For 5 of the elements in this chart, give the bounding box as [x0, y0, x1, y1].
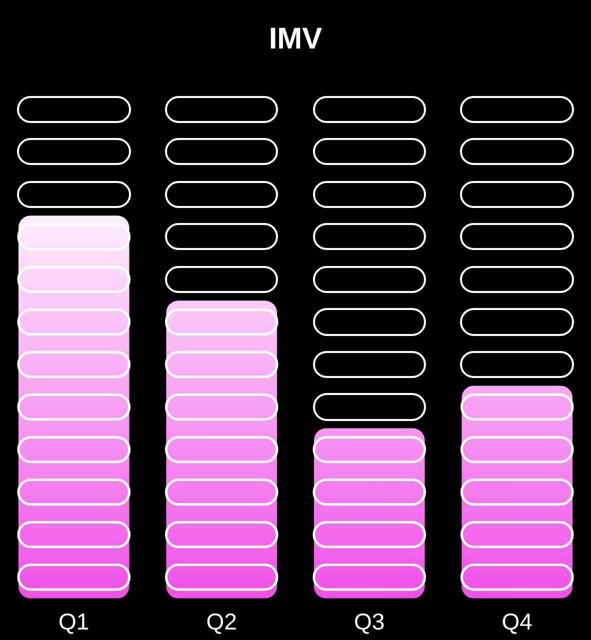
chart-title: IMV — [268, 22, 322, 56]
x-tick-label: Q2 — [206, 608, 237, 635]
x-tick-label: Q1 — [58, 608, 90, 635]
x-tick-label: Q4 — [502, 608, 533, 635]
x-tick-label: Q3 — [354, 608, 385, 635]
